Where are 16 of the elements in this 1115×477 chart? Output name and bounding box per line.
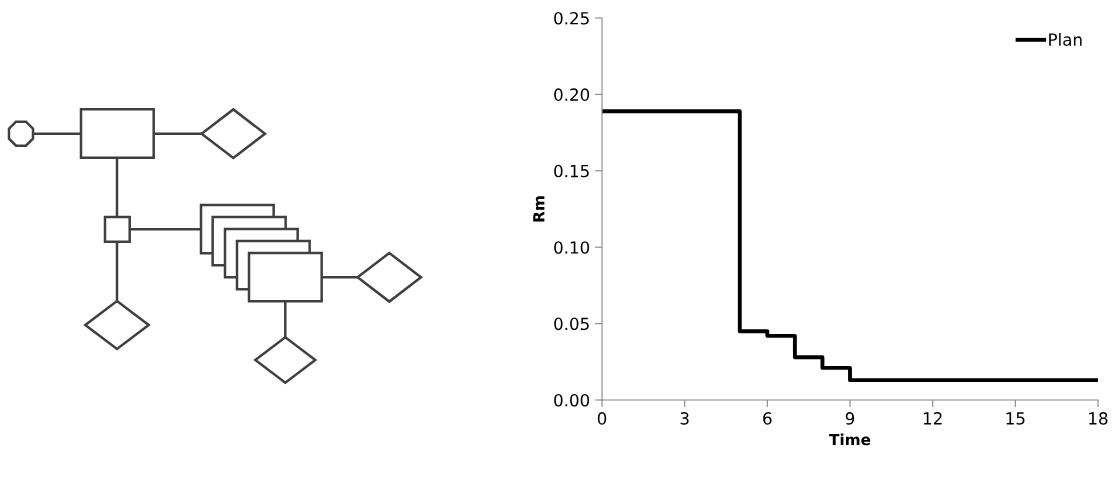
y-tick-label: 0.05 <box>554 317 589 331</box>
x-tick-label: 3 <box>680 412 689 425</box>
x-tick-label: 9 <box>845 412 855 425</box>
x-tick-label: 12 <box>923 412 942 425</box>
x-axis-title: Time <box>829 433 871 446</box>
x-tick-label: 6 <box>763 412 772 425</box>
legend-label: Plan <box>1049 33 1082 46</box>
y-tick-label: 0.00 <box>554 393 590 407</box>
y-tick-label: 0.20 <box>554 88 590 101</box>
y-axis-title: Rm <box>533 196 545 222</box>
y-tick-label: 0.10 <box>554 241 590 254</box>
x-tick-label: 0 <box>597 412 607 425</box>
x-tick-label: 18 <box>1089 412 1108 425</box>
y-tick-label: 0.25 <box>554 11 589 25</box>
x-tick-label: 15 <box>1006 412 1025 425</box>
y-tick-label: 0.15 <box>554 164 589 178</box>
